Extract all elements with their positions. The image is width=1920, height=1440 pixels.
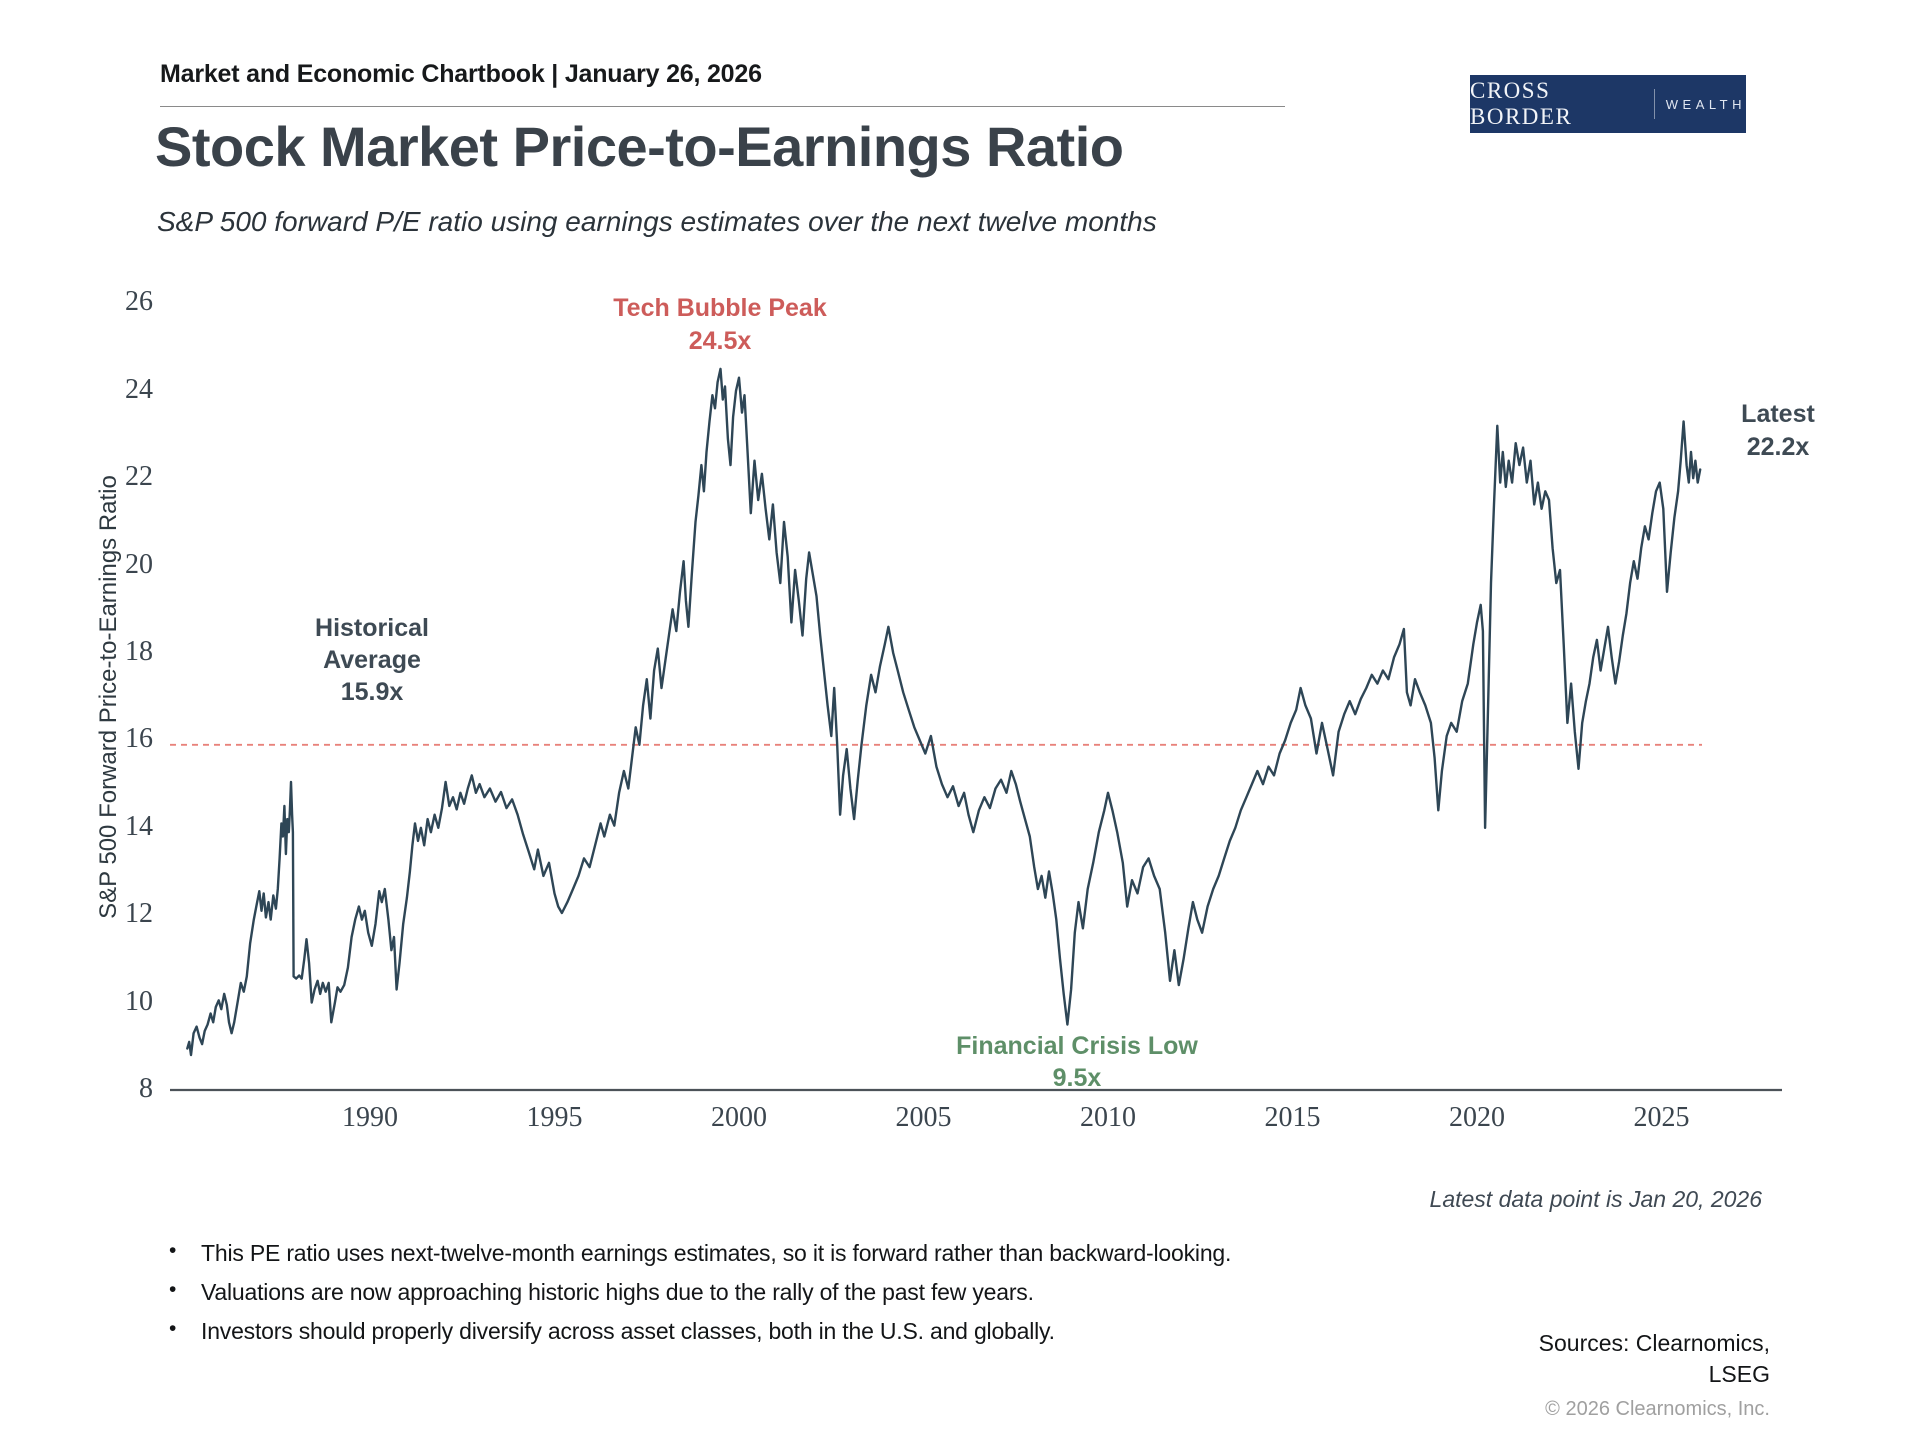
logo-divider (1653, 89, 1655, 119)
key-takeaways-list: This PE ratio uses next-twelve-month ear… (163, 1239, 1231, 1357)
x-tick-1995: 1995 (526, 1102, 583, 1133)
y-tick-16: 16 (125, 723, 153, 755)
x-tick-2000: 2000 (711, 1102, 767, 1133)
x-tick-2005: 2005 (895, 1102, 952, 1133)
annotation-value: 9.5x (1052, 1064, 1102, 1092)
y-tick-14: 14 (125, 810, 153, 842)
annotation-latest: Latest 22.2x (1718, 398, 1838, 464)
annotation-historical-average: Historical Average 15.9x (287, 612, 457, 708)
pe-ratio-series-line (186, 367, 1702, 1057)
y-axis-title: S&P 500 Forward Price-to-Earnings Ratio (95, 475, 122, 919)
takeaway-bullet: This PE ratio uses next-twelve-month ear… (163, 1239, 1231, 1267)
cross-border-wealth-logo: CROSS BORDER WEALTH (1470, 75, 1746, 133)
copyright-text: © 2026 Clearnomics, Inc. (1545, 1398, 1770, 1420)
x-tick-1990: 1990 (342, 1102, 398, 1133)
annotation-label: Historical Average (315, 614, 429, 674)
takeaway-bullet: Investors should properly diversify acro… (163, 1317, 1231, 1345)
chartbook-header: Market and Economic Chartbook | January … (160, 60, 762, 88)
annotation-label: Tech Bubble Peak (613, 294, 827, 322)
logo-primary-text: CROSS BORDER (1470, 78, 1573, 129)
y-tick-18: 18 (125, 636, 153, 667)
annotation-tech-bubble-peak: Tech Bubble Peak 24.5x (570, 292, 870, 358)
y-tick-10: 10 (125, 985, 153, 1017)
sources-text: Sources: Clearnomics, LSEG (1539, 1328, 1770, 1390)
annotation-label: Financial Crisis Low (956, 1032, 1198, 1060)
logo-secondary-text: WEALTH (1665, 96, 1746, 112)
annotation-value: 24.5x (688, 327, 752, 355)
sources-line1: Sources: Clearnomics, (1538, 1330, 1770, 1356)
sources-line2: LSEG (1708, 1361, 1770, 1387)
latest-data-footnote: Latest data point is Jan 20, 2026 (1429, 1186, 1762, 1212)
y-tick-12: 12 (125, 898, 153, 930)
x-tick-2020: 2020 (1449, 1102, 1505, 1133)
page-title: Stock Market Price-to-Earnings Ratio (155, 115, 1124, 178)
y-tick-26: 26 (125, 286, 153, 318)
y-tick-20: 20 (125, 548, 153, 580)
y-tick-24: 24 (125, 373, 153, 405)
y-tick-22: 22 (125, 461, 153, 493)
x-tick-2015: 2015 (1264, 1102, 1321, 1133)
header-divider (160, 106, 1285, 107)
page-subtitle: S&P 500 forward P/E ratio using earnings… (157, 206, 1157, 237)
annotation-value: 22.2x (1746, 433, 1810, 461)
y-tick-8: 8 (139, 1073, 153, 1104)
takeaway-bullet: Valuations are now approaching historic … (163, 1278, 1231, 1306)
annotation-financial-crisis-low: Financial Crisis Low 9.5x (947, 1030, 1207, 1094)
x-tick-2025: 2025 (1633, 1102, 1690, 1133)
x-tick-2010: 2010 (1080, 1102, 1136, 1133)
annotation-value: 15.9x (340, 678, 404, 706)
annotation-label: Latest (1741, 400, 1815, 428)
